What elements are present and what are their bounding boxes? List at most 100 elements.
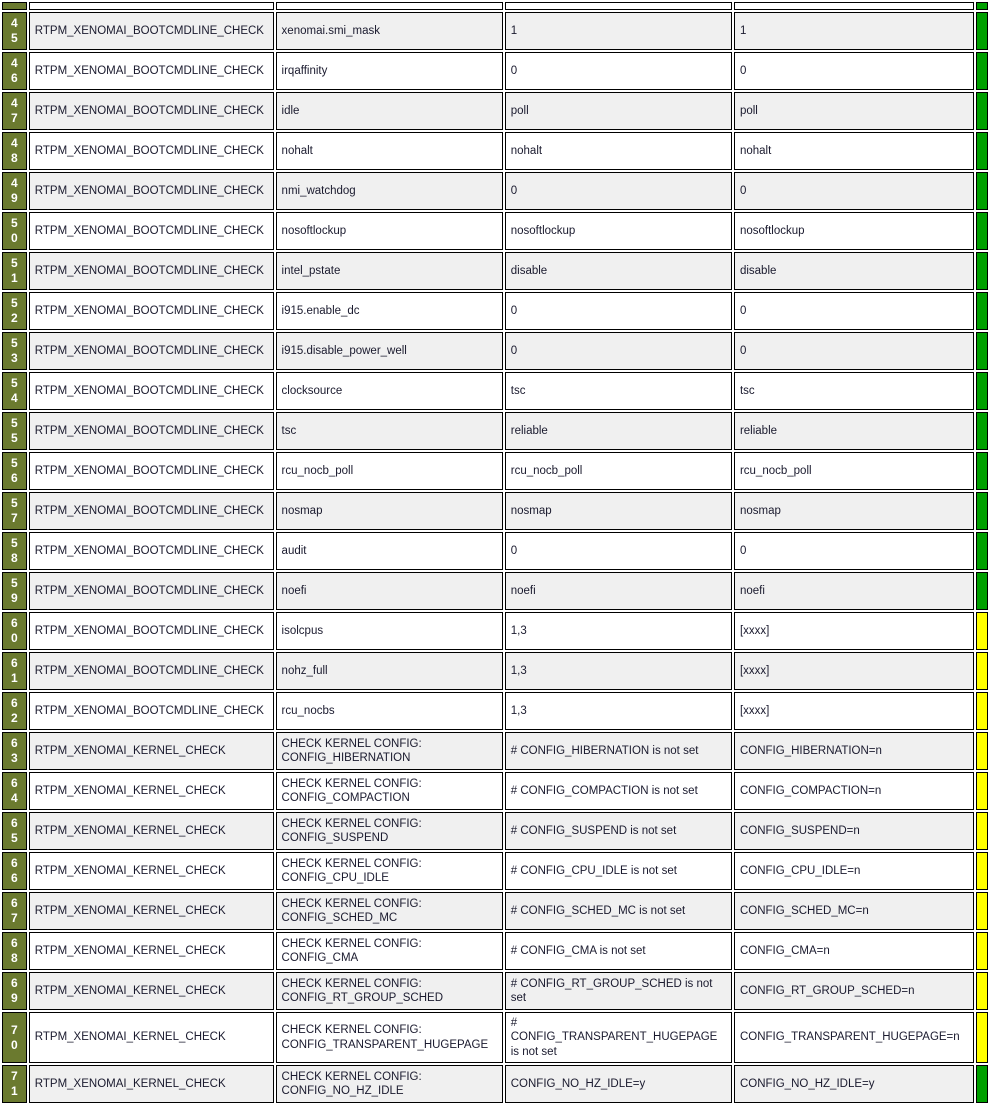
row-index-cell: 64	[2, 772, 27, 810]
parameter-cell: CHECK KERNEL CONFIG: CONFIG_SCHED_MC	[275, 892, 503, 930]
table-row: 53 RTPM_XENOMAI_BOOTCMDLINE_CHECK i915.dis…	[2, 332, 988, 370]
expected-value-cell: 1,3	[504, 612, 732, 650]
status-indicator	[975, 492, 988, 530]
parameter-cell: clocksource	[275, 372, 503, 410]
actual-value-cell: 0	[733, 332, 974, 370]
parameter-cell: rcu_nocb_poll	[275, 452, 503, 490]
expected-value-cell: 1	[504, 12, 732, 50]
status-indicator	[975, 12, 988, 50]
parameter-cell: isolcpus	[275, 612, 503, 650]
row-index-cell: 60	[2, 612, 27, 650]
parameter-cell: nohz_full	[275, 652, 503, 690]
check-name-cell: RTPM_XENOMAI_BOOTCMDLINE_CHECK	[28, 52, 274, 90]
actual-value-cell: 0	[733, 52, 974, 90]
actual-value-cell: nohalt	[733, 132, 974, 170]
table-row: 51 RTPM_XENOMAI_BOOTCMDLINE_CHECK intel_ps…	[2, 252, 988, 290]
expected-value-cell: nosmap	[504, 492, 732, 530]
parameter-cell: nosoftlockup	[275, 212, 503, 250]
check-name-cell: RTPM_XENOMAI_KERNEL_CHECK	[28, 812, 274, 850]
status-indicator	[975, 332, 988, 370]
check-name-cell: RTPM_XENOMAI_BOOTCMDLINE_CHECK	[28, 12, 274, 50]
table-row: 59 RTPM_XENOMAI_BOOTCMDLINE_CHECK noefi noe…	[2, 572, 988, 610]
table-row: 54 RTPM_XENOMAI_BOOTCMDLINE_CHECK clocksou…	[2, 372, 988, 410]
row-index-cell: 49	[2, 172, 27, 210]
row-index-cell: 63	[2, 732, 27, 770]
check-name-cell: RTPM_XENOMAI_BOOTCMDLINE_CHECK	[28, 212, 274, 250]
status-indicator	[975, 372, 988, 410]
status-indicator	[975, 212, 988, 250]
check-name-cell	[28, 2, 274, 10]
parameter-cell: idle	[275, 92, 503, 130]
actual-value-cell: 0	[733, 292, 974, 330]
expected-value-cell: # CONFIG_RT_GROUP_SCHED is not set	[504, 972, 732, 1010]
row-index-cell: 57	[2, 492, 27, 530]
check-name-cell: RTPM_XENOMAI_BOOTCMDLINE_CHECK	[28, 332, 274, 370]
check-name-cell: RTPM_XENOMAI_KERNEL_CHECK	[28, 1065, 274, 1104]
actual-value-cell: nosoftlockup	[733, 212, 974, 250]
parameter-cell: CHECK KERNEL CONFIG: CONFIG_NO_HZ_IDLE	[275, 1065, 503, 1104]
status-indicator	[975, 1065, 988, 1104]
parameter-cell: CHECK KERNEL CONFIG: CONFIG_TRANSPARENT_H…	[275, 1012, 503, 1064]
parameter-cell: intel_pstate	[275, 252, 503, 290]
actual-value-cell: disable	[733, 252, 974, 290]
table-row: 60 RTPM_XENOMAI_BOOTCMDLINE_CHECK isolcpus…	[2, 612, 988, 650]
check-name-cell: RTPM_XENOMAI_BOOTCMDLINE_CHECK	[28, 172, 274, 210]
status-indicator	[975, 292, 988, 330]
parameter-cell: CHECK KERNEL CONFIG: CONFIG_CPU_IDLE	[275, 852, 503, 890]
parameter-cell	[275, 2, 503, 10]
actual-value-cell: 1	[733, 12, 974, 50]
table-row: 62 RTPM_XENOMAI_BOOTCMDLINE_CHECK rcu_nocb…	[2, 692, 988, 730]
table-row: 64 RTPM_XENOMAI_KERNEL_CHECK CHECK KERNEL …	[2, 772, 988, 810]
actual-value-cell: noefi	[733, 572, 974, 610]
status-indicator	[975, 172, 988, 210]
parameter-cell: CHECK KERNEL CONFIG: CONFIG_SUSPEND	[275, 812, 503, 850]
status-indicator	[975, 132, 988, 170]
actual-value-cell: CONFIG_COMPACTION=n	[733, 772, 974, 810]
table-row: 71 RTPM_XENOMAI_KERNEL_CHECK CHECK KERNEL …	[2, 1065, 988, 1104]
expected-value-cell: 0	[504, 532, 732, 570]
status-indicator	[975, 732, 988, 770]
row-index-cell: 62	[2, 692, 27, 730]
actual-value-cell: CONFIG_SUSPEND=n	[733, 812, 974, 850]
expected-value-cell: 1,3	[504, 692, 732, 730]
row-index-cell: 68	[2, 932, 27, 970]
parameter-cell: i915.disable_power_well	[275, 332, 503, 370]
table-row: 58 RTPM_XENOMAI_BOOTCMDLINE_CHECK audit 0 0	[2, 532, 988, 570]
check-name-cell: RTPM_XENOMAI_KERNEL_CHECK	[28, 1012, 274, 1064]
actual-value-cell: CONFIG_TRANSPARENT_HUGEPAGE=n	[733, 1012, 974, 1064]
expected-value-cell: poll	[504, 92, 732, 130]
expected-value-cell: # CONFIG_COMPACTION is not set	[504, 772, 732, 810]
parameter-cell: nmi_watchdog	[275, 172, 503, 210]
row-index-cell: 53	[2, 332, 27, 370]
actual-value-cell: CONFIG_RT_GROUP_SCHED=n	[733, 972, 974, 1010]
row-index-cell: 70	[2, 1012, 27, 1064]
actual-value-cell: CONFIG_HIBERNATION=n	[733, 732, 974, 770]
status-indicator	[975, 412, 988, 450]
expected-value-cell: # CONFIG_TRANSPARENT_HUGEPAGE is not set	[504, 1012, 732, 1064]
parameter-cell: nosmap	[275, 492, 503, 530]
table-row: 70 RTPM_XENOMAI_KERNEL_CHECK CHECK KERNEL …	[2, 1012, 988, 1064]
expected-value-cell: 0	[504, 52, 732, 90]
expected-value-cell: nohalt	[504, 132, 732, 170]
actual-value-cell: 0	[733, 532, 974, 570]
expected-value-cell: reliable	[504, 412, 732, 450]
parameter-cell: CHECK KERNEL CONFIG: CONFIG_RT_GROUP_SCHE…	[275, 972, 503, 1010]
actual-value-cell: nosmap	[733, 492, 974, 530]
check-name-cell: RTPM_XENOMAI_BOOTCMDLINE_CHECK	[28, 372, 274, 410]
table-row: 49 RTPM_XENOMAI_BOOTCMDLINE_CHECK nmi_watc…	[2, 172, 988, 210]
table-row: 63 RTPM_XENOMAI_KERNEL_CHECK CHECK KERNEL …	[2, 732, 988, 770]
row-index-cell: 65	[2, 812, 27, 850]
table-row: 48 RTPM_XENOMAI_BOOTCMDLINE_CHECK nohalt no…	[2, 132, 988, 170]
status-indicator	[975, 532, 988, 570]
actual-value-cell	[733, 2, 974, 10]
status-indicator	[975, 652, 988, 690]
row-index-cell: 46	[2, 52, 27, 90]
row-index-cell: 47	[2, 92, 27, 130]
expected-value-cell: disable	[504, 252, 732, 290]
status-indicator	[975, 932, 988, 970]
table-row: 50 RTPM_XENOMAI_BOOTCMDLINE_CHECK nosoftlo…	[2, 212, 988, 250]
actual-value-cell: rcu_nocb_poll	[733, 452, 974, 490]
row-index-cell: 69	[2, 972, 27, 1010]
